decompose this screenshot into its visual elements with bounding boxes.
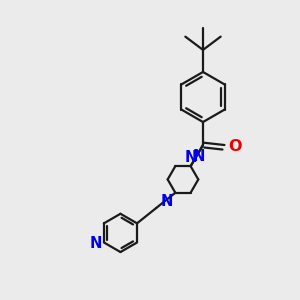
Text: N: N [90,236,102,250]
Text: N: N [184,150,197,165]
Text: N: N [193,149,206,164]
Text: N: N [160,194,173,209]
Text: O: O [228,139,242,154]
